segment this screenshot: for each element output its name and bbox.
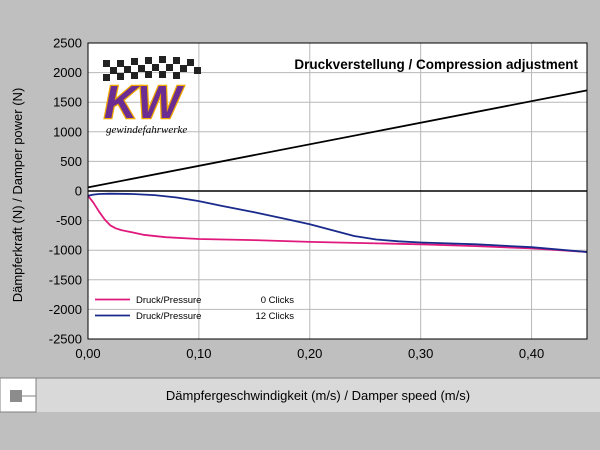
logo-wordmark: KW	[104, 76, 184, 128]
y-tick-label: 0	[75, 184, 82, 199]
checkered-flag-icon	[103, 56, 201, 81]
y-axis-label: Dämpferkraft (N) / Damper power (N)	[10, 88, 25, 303]
y-tick-label: 2500	[53, 36, 82, 51]
y-tick-label: -2000	[49, 302, 82, 317]
y-tick-labels: 2500 2000 1500 1000 500 0 -500 -1000 -1500 -2000 -…	[49, 36, 82, 347]
y-tick-label: 1500	[53, 95, 82, 110]
x-axis-label: Dämpfergeschwindigkeit (m/s) / Damper sp…	[166, 388, 470, 403]
legend-clicks: 12 Clicks	[255, 311, 294, 322]
series-lines	[87, 89, 588, 253]
x-tick-labels: 0,00 0,10 0,20 0,30 0,40	[75, 346, 544, 361]
y-tick-label: 2000	[53, 65, 82, 80]
xlabel-band	[36, 378, 600, 412]
x-tick-label: 0,40	[519, 346, 544, 361]
plot-border	[87, 42, 588, 340]
series-line-1	[87, 192, 588, 253]
y-tick-label: -500	[56, 213, 82, 228]
kw-logo: KW gewindefahrwerke	[103, 56, 201, 136]
legend: Druck/Pressure 0 Clicks Druck/Pressure 12 C…	[95, 295, 294, 322]
series-line-2	[87, 89, 588, 189]
y-tick-label: 500	[60, 154, 82, 169]
series-line-0	[87, 195, 588, 253]
y-tick-label: -2500	[49, 332, 82, 347]
chart-title: Druckverstellung / Compression adjustmen…	[294, 57, 578, 72]
y-tick-label: -1000	[49, 243, 82, 258]
x-tick-label: 0,20	[297, 346, 322, 361]
y-tick-label: -1500	[49, 272, 82, 287]
x-tick-label: 0,30	[408, 346, 433, 361]
logo-subtitle: gewindefahrwerke	[106, 124, 187, 136]
y-tick-label: 1000	[53, 124, 82, 139]
x-tick-label: 0,00	[75, 346, 100, 361]
legend-clicks: 0 Clicks	[261, 295, 295, 306]
corner-widget-icon	[0, 377, 37, 413]
legend-label: Druck/Pressure	[136, 311, 201, 322]
legend-label: Druck/Pressure	[136, 295, 201, 306]
x-tick-label: 0,10	[186, 346, 211, 361]
